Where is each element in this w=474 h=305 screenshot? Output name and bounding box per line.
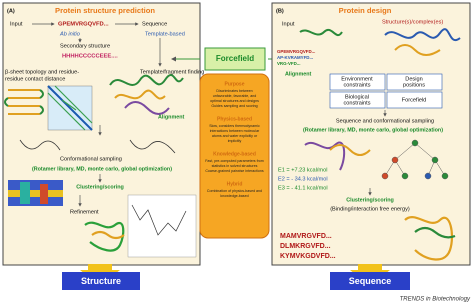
binding-energy: (Binding/interaction free energy) bbox=[330, 206, 410, 212]
sequence-label: Sequence bbox=[142, 21, 167, 27]
output-box bbox=[62, 272, 140, 290]
input-structures: Structure(s)/complex(es) bbox=[382, 19, 443, 25]
refined-protein bbox=[84, 221, 125, 252]
section-text: implicitly bbox=[228, 139, 242, 143]
search-tree bbox=[381, 139, 449, 180]
alignment: Alignment bbox=[158, 114, 185, 120]
output-box bbox=[330, 272, 410, 290]
panel-title: Protein structure prediction bbox=[55, 6, 155, 15]
section-text: knowledge-based bbox=[220, 194, 248, 198]
constraint-grid bbox=[329, 73, 443, 109]
contact-map bbox=[47, 85, 93, 131]
panel-title: Protein design bbox=[339, 6, 392, 15]
section-text: atoms and water explicitly or bbox=[212, 134, 258, 138]
constraint: constraints bbox=[343, 82, 370, 88]
section-text: Slow, considers thermodynamic bbox=[209, 124, 260, 128]
alignment-seq: GPEMVRGQVFD... bbox=[277, 49, 315, 54]
clustering: Clustering/scoring bbox=[76, 184, 124, 190]
energy: E1 = +7.23 kcal/mol bbox=[278, 167, 327, 173]
section-text: Guides sampling and scoring bbox=[211, 104, 257, 108]
landscape-sketch bbox=[19, 139, 176, 154]
ss-string: HHHHCCCCCEEE.... bbox=[62, 54, 118, 60]
output-label: Structure bbox=[81, 276, 121, 286]
template-finding: Template/fragment finding bbox=[140, 69, 204, 75]
alignment-seq: AP-KVRAMYFD... bbox=[277, 55, 313, 60]
ab-initio: Ab initio bbox=[59, 31, 80, 37]
output-label: Sequence bbox=[349, 276, 392, 286]
section-text: Combination of physics-based and bbox=[207, 189, 262, 193]
clustering: Clustering/scoring bbox=[346, 197, 394, 203]
section-heading: Hybrid bbox=[227, 181, 243, 187]
section-heading: Purpose bbox=[224, 81, 244, 87]
sampling: Sequence and conformational sampling bbox=[336, 118, 434, 124]
constraint: Forcefield bbox=[402, 97, 427, 103]
sampling-methods: (Rotamer library, MD, monte carlo, globa… bbox=[32, 166, 172, 172]
sampling-methods: (Rotamer library, MD, monte carlo, globa… bbox=[303, 127, 443, 133]
alignment-seq: VRG-VFD... bbox=[277, 61, 300, 66]
input-sequence: GPEMVRGQVFD... bbox=[58, 22, 109, 28]
forcefield-panel bbox=[199, 73, 270, 239]
input-label: Input bbox=[282, 21, 295, 27]
designed-sequence: DLMKRGVFD... bbox=[280, 243, 331, 250]
section-text: Coarse-grained pairwise interactions bbox=[205, 169, 264, 173]
secondary-structure: Secondary structure bbox=[60, 43, 110, 49]
panel-b bbox=[271, 2, 471, 266]
forcefield-box bbox=[204, 47, 266, 71]
designed-sequence: MAMVRGVFD... bbox=[280, 233, 332, 240]
constraint: Design bbox=[405, 76, 422, 82]
section-text: statistics in solved structures bbox=[212, 164, 258, 168]
funnel-plot bbox=[127, 194, 197, 258]
section-text: optimal structures and designs bbox=[210, 99, 259, 103]
alignment: Alignment bbox=[285, 71, 312, 77]
section-heading: Physics-based bbox=[217, 116, 252, 122]
constraint: Environment bbox=[341, 76, 373, 82]
beta-sheet-sketch bbox=[4, 89, 44, 115]
panel-label: (A) bbox=[7, 8, 15, 14]
designed-protein bbox=[404, 216, 456, 261]
contact-label: residue contact distance bbox=[5, 76, 65, 82]
input-label: Input bbox=[10, 21, 23, 27]
conformational-sampling: Conformational sampling bbox=[60, 156, 122, 162]
section-text: interactions between molecular bbox=[210, 129, 260, 133]
input-protein bbox=[299, 28, 461, 56]
energy: E3 = - 41.1 kcal/mol bbox=[278, 185, 328, 191]
forcefield-title: Forcefield bbox=[216, 54, 254, 63]
section-text: unfavorable, favorable, and bbox=[213, 94, 257, 98]
cluster-heatmap bbox=[8, 180, 63, 206]
design-proteins bbox=[304, 141, 371, 171]
constraint: constraints bbox=[343, 100, 370, 106]
constraint: Biological bbox=[345, 94, 369, 100]
section-text: Discriminates between bbox=[216, 89, 252, 93]
protein-sketch bbox=[109, 74, 184, 115]
designed-sequence: KYMVKGDVFD... bbox=[280, 253, 336, 260]
contact-label: β-sheet topology and residue- bbox=[5, 69, 79, 75]
constraint: positions bbox=[403, 82, 425, 88]
panel-label: (B) bbox=[276, 8, 284, 14]
energy: E2 = - 34.3 kcal/mol bbox=[278, 176, 328, 182]
template-based: Template-based bbox=[145, 31, 185, 37]
section-heading: Knowledge-based bbox=[213, 151, 256, 157]
section-text: Fast, pre-computed parameters from bbox=[205, 159, 264, 163]
footer: TRENDS in Biotechnology bbox=[400, 297, 471, 303]
refinement: Refinement bbox=[70, 209, 99, 215]
